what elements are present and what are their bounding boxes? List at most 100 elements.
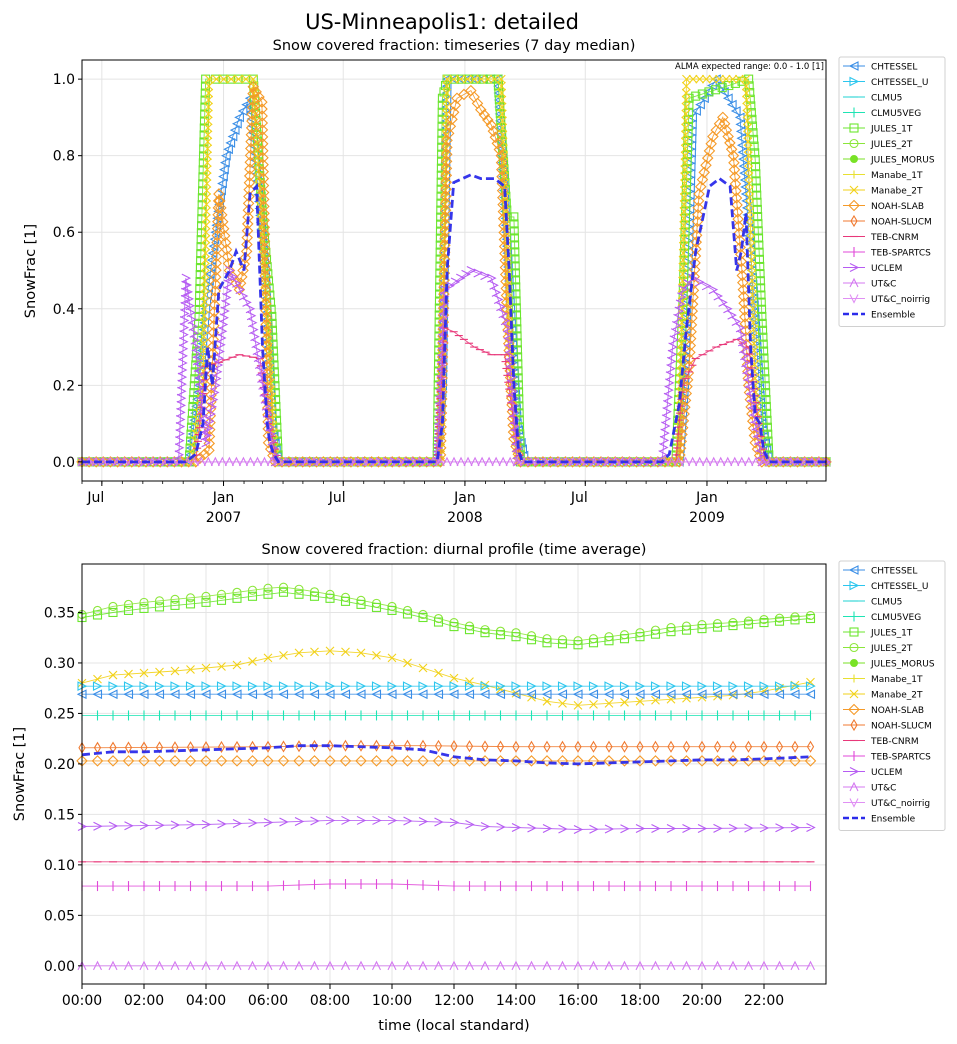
manabe-2t-marker: [498, 123, 508, 133]
uclem-marker: [433, 443, 443, 453]
noah-slab-marker: [552, 456, 564, 468]
chtessel-u-marker: [526, 681, 537, 692]
uclem-marker: [449, 817, 460, 827]
noah-slab-marker: [246, 108, 258, 120]
uclem-marker: [235, 285, 245, 295]
chtessel-u-marker: [557, 681, 568, 692]
legend-frame: [838, 56, 946, 327]
jules-1t-marker: [433, 617, 444, 627]
uclem-marker: [310, 816, 320, 826]
utandc-marker: [196, 456, 206, 467]
chtessel-u-marker: [666, 681, 677, 692]
noah-slab-marker: [439, 197, 452, 210]
utandc-marker: [203, 456, 213, 467]
utandc-marker: [252, 456, 262, 467]
uclem-marker: [294, 816, 305, 826]
manabe-2t-marker: [604, 698, 614, 708]
utandc-marker: [248, 960, 257, 971]
noah-slab-marker: [649, 755, 662, 767]
timeseries-xtick-label: Jul: [86, 490, 104, 506]
chtessel-u-marker: [650, 681, 661, 692]
noah-slab-marker: [245, 122, 258, 134]
noah-slab-marker: [245, 129, 258, 141]
utandc-marker: [217, 960, 226, 971]
manabe-2t-marker: [681, 116, 691, 126]
jules-1t-marker: [509, 233, 519, 243]
chtessel-marker: [200, 303, 211, 314]
noah-slucm-marker: [264, 740, 272, 753]
diurnal-legend: CHTESSEL CHTESSEL_U CLMU5 CLMU5VEG JULES_1T J…: [838, 560, 946, 831]
noah-slab-marker: [678, 408, 690, 420]
diurnal-xtick-label: 16:00: [558, 993, 598, 1009]
noah-slab-marker: [153, 755, 166, 767]
utandc-marker: [681, 456, 691, 467]
timeseries-legend: CHTESSEL CHTESSEL_U CLMU5 CLMU5VEG JULES_1T J…: [838, 56, 946, 327]
manabe-2t-marker: [542, 696, 552, 706]
manabe-2t-marker: [680, 144, 690, 154]
uclem-marker: [697, 824, 708, 834]
utandc-noirrig-marker: [849, 798, 859, 808]
noah-slab-marker: [482, 114, 494, 126]
jules-1t-marker: [697, 89, 707, 99]
jules-1t-marker: [679, 269, 689, 279]
manabe-2t-marker: [849, 689, 859, 699]
timeseries-xtick-label: Jan 2007: [206, 490, 242, 526]
jules-1t-marker: [247, 591, 258, 601]
utandc-marker: [108, 960, 118, 971]
manabe-2t-marker: [203, 109, 213, 119]
utandc-marker: [139, 960, 149, 971]
utandc-marker: [744, 456, 754, 467]
noah-slucm-marker: [124, 741, 133, 754]
diurnal-grid: [81, 564, 826, 984]
utandc-marker: [730, 456, 740, 467]
legend-entry-chtessel: CHTESSEL: [843, 565, 917, 577]
chtessel-marker: [214, 199, 224, 210]
uclem-marker: [175, 422, 186, 432]
noah-slab-marker: [259, 256, 271, 268]
uclem-marker: [790, 823, 801, 833]
utandc-marker: [759, 960, 769, 971]
chtessel-marker: [736, 133, 747, 144]
jules-1t-marker: [747, 121, 758, 131]
noah-slab-marker: [705, 137, 717, 150]
jules-1t-marker: [763, 443, 773, 453]
uclem-marker: [510, 422, 520, 432]
noah-slab-marker: [264, 443, 277, 455]
chtessel-marker: [464, 689, 475, 700]
uclem-marker: [180, 294, 191, 304]
noah-slab-marker: [498, 219, 510, 232]
uclem-marker: [215, 347, 225, 357]
jules-1t-marker: [510, 261, 520, 271]
uclem-marker: [245, 304, 256, 314]
chtessel-marker: [572, 689, 583, 700]
jules-1t-marker: [650, 629, 661, 639]
manabe-2t-marker: [666, 694, 676, 704]
noah-slab-marker: [440, 155, 453, 168]
jules-1t-marker: [712, 622, 723, 632]
jules-1t-marker: [480, 628, 490, 638]
legend-label: CLMU5VEG: [871, 109, 921, 119]
manabe-2t-marker: [465, 677, 474, 687]
noah-slucm-marker: [372, 739, 381, 752]
manabe-2t-marker: [679, 206, 689, 216]
manabe-2t-marker: [679, 227, 688, 237]
noah-slucm-marker: [341, 739, 350, 752]
manabe-2t-marker: [202, 186, 212, 195]
utandc-marker: [442, 456, 452, 467]
noah-slab-marker: [685, 325, 697, 338]
noah-slab-marker: [729, 171, 741, 183]
chtessel-marker: [169, 689, 180, 700]
noah-slab-marker: [475, 103, 487, 116]
noah-slucm-marker: [403, 739, 412, 752]
noah-slab-marker: [198, 448, 211, 460]
utandc-marker: [294, 960, 304, 971]
uclem-marker: [202, 431, 213, 441]
utandc-marker: [688, 456, 698, 467]
uclem-marker: [511, 823, 522, 833]
noah-slab-marker: [239, 251, 252, 264]
uclem-marker: [387, 815, 398, 825]
noah-slab-marker: [247, 81, 260, 93]
noah-slab-marker: [244, 163, 256, 175]
manabe-2t-marker: [201, 663, 211, 673]
manabe-2t-marker: [680, 158, 690, 168]
